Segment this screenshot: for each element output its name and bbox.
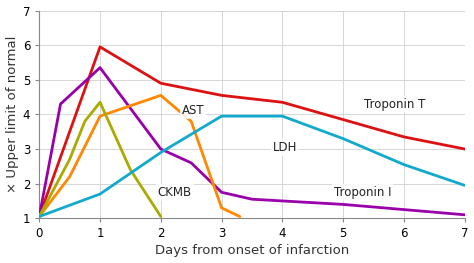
Text: CKMB: CKMB [158, 186, 192, 199]
X-axis label: Days from onset of infarction: Days from onset of infarction [155, 244, 349, 257]
Text: Troponin I: Troponin I [334, 186, 392, 199]
Text: LDH: LDH [273, 141, 298, 154]
Y-axis label: × Upper limit of normal: × Upper limit of normal [6, 36, 18, 193]
Text: Troponin T: Troponin T [365, 98, 426, 110]
Text: AST: AST [182, 104, 205, 118]
